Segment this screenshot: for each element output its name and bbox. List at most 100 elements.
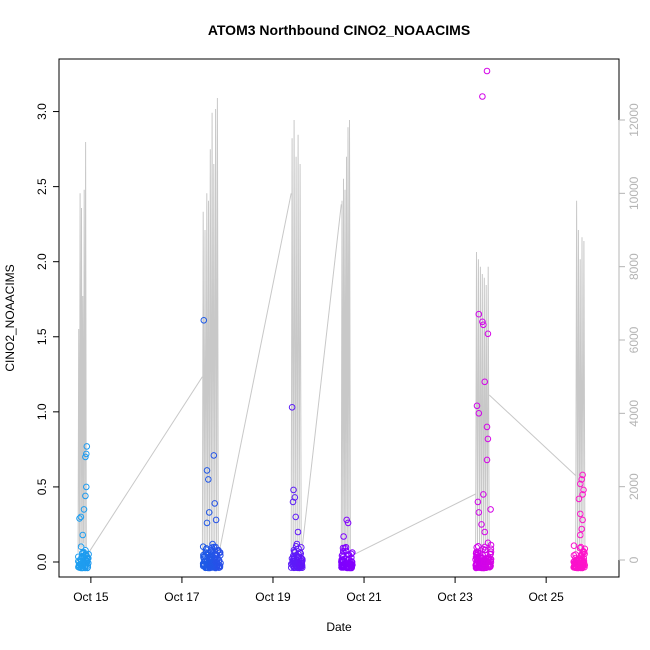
data-point-outlier bbox=[578, 476, 586, 483]
data-point bbox=[576, 544, 584, 552]
altitude-line-flight-5 bbox=[475, 251, 490, 553]
data-point bbox=[340, 563, 347, 570]
data-point bbox=[348, 558, 356, 565]
data-point-outlier bbox=[484, 330, 492, 338]
data-point-outlier bbox=[200, 317, 208, 324]
data-point-outlier bbox=[475, 410, 483, 417]
data-point bbox=[209, 540, 216, 548]
data-point bbox=[348, 562, 356, 570]
data-point bbox=[479, 545, 487, 553]
data-point bbox=[82, 559, 89, 567]
data-point-outlier bbox=[83, 483, 90, 491]
data-point bbox=[85, 559, 92, 567]
data-point-outlier bbox=[292, 513, 300, 521]
data-point-outlier bbox=[479, 93, 486, 100]
data-point-outlier bbox=[210, 452, 218, 459]
x-tick-label: Oct 19 bbox=[255, 590, 291, 604]
y-tick-label: 2.0 bbox=[35, 253, 49, 270]
data-point-outlier bbox=[205, 509, 213, 516]
data-point-outlier bbox=[483, 423, 491, 431]
data-point-outlier bbox=[82, 453, 89, 461]
data-point-outlier bbox=[575, 495, 583, 503]
y-tick-label: 2.5 bbox=[35, 178, 49, 195]
x-tick-label: Oct 17 bbox=[164, 590, 200, 604]
data-point bbox=[298, 561, 306, 568]
data-point bbox=[77, 543, 85, 551]
data-point-outlier bbox=[579, 516, 586, 524]
altitude-transit-2 bbox=[217, 193, 292, 557]
data-point-outlier bbox=[579, 491, 586, 498]
data-point bbox=[481, 543, 488, 551]
data-point bbox=[480, 560, 488, 567]
data-point bbox=[199, 543, 207, 551]
x-tick-label: Oct 15 bbox=[73, 590, 109, 604]
data-point-outlier bbox=[211, 500, 218, 507]
data-point-outlier bbox=[577, 510, 584, 518]
data-point-outlier bbox=[580, 486, 587, 494]
data-point bbox=[295, 545, 302, 552]
data-point-outlier bbox=[483, 456, 491, 464]
data-point-outlier bbox=[475, 310, 483, 318]
data-point bbox=[216, 562, 224, 570]
data-point-outlier bbox=[76, 515, 83, 522]
x-tick-label: Oct 23 bbox=[437, 590, 473, 604]
y2-tick-label: 8000 bbox=[627, 253, 641, 280]
data-point-outlier bbox=[291, 494, 299, 501]
data-point bbox=[80, 560, 88, 568]
data-point bbox=[339, 544, 347, 552]
data-point bbox=[214, 552, 221, 559]
y2-tick-label: 2000 bbox=[627, 473, 641, 500]
y2-tick-label: 0 bbox=[627, 556, 641, 563]
data-point-outlier bbox=[474, 498, 482, 506]
y-tick-label: 0.5 bbox=[35, 478, 49, 495]
data-point-outlier bbox=[478, 521, 485, 528]
data-point-outlier bbox=[484, 435, 492, 443]
data-point-outlier bbox=[487, 506, 494, 513]
data-point bbox=[487, 563, 494, 571]
data-point bbox=[208, 547, 215, 554]
data-point bbox=[207, 563, 214, 571]
altitude-line-flight-6 bbox=[575, 200, 586, 553]
data-point bbox=[290, 564, 298, 572]
data-point-outlier bbox=[290, 486, 297, 494]
data-point-outlier bbox=[344, 519, 352, 527]
altitude-line-flight-2 bbox=[201, 97, 219, 553]
data-point bbox=[211, 547, 218, 554]
altitude-transit-5 bbox=[488, 394, 577, 477]
data-point-outlier bbox=[473, 402, 481, 410]
data-point-outlier bbox=[212, 516, 220, 524]
altitude-transit-1 bbox=[85, 376, 203, 557]
data-point-outlier bbox=[577, 531, 584, 539]
data-point bbox=[78, 552, 86, 560]
data-point-outlier bbox=[83, 443, 91, 450]
data-point bbox=[202, 549, 210, 556]
y-tick-label: 0.0 bbox=[35, 553, 49, 570]
data-point-outlier bbox=[203, 467, 211, 474]
data-point bbox=[487, 550, 495, 558]
data-point bbox=[575, 564, 583, 572]
data-point-outlier bbox=[80, 506, 88, 513]
cino2-points bbox=[75, 67, 589, 572]
altitude-transit-4 bbox=[350, 493, 476, 557]
data-point bbox=[476, 564, 484, 571]
data-point bbox=[291, 552, 298, 560]
y-tick-label: 1.5 bbox=[35, 328, 49, 345]
data-point-outlier bbox=[579, 471, 586, 479]
altitude-line-flight-1 bbox=[77, 141, 87, 553]
data-point-outlier bbox=[483, 67, 491, 75]
data-point-outlier bbox=[83, 450, 90, 458]
data-point-outlier bbox=[475, 509, 483, 516]
data-point-outlier bbox=[77, 513, 85, 521]
data-point bbox=[570, 542, 578, 550]
data-point-outlier bbox=[294, 528, 302, 536]
data-point-outlier bbox=[480, 491, 487, 498]
data-point-outlier bbox=[82, 492, 89, 500]
y2-tick-label: 10000 bbox=[627, 176, 641, 210]
data-point-outlier bbox=[479, 318, 486, 326]
axes: 0.0 0.5 1.0 1.5 2.0 2.5 3.0 Oct 15 Oct 17 Oct 19 O… bbox=[35, 58, 641, 604]
data-point-outlier bbox=[481, 528, 489, 536]
data-point bbox=[570, 552, 578, 559]
data-point-outlier bbox=[577, 480, 584, 488]
